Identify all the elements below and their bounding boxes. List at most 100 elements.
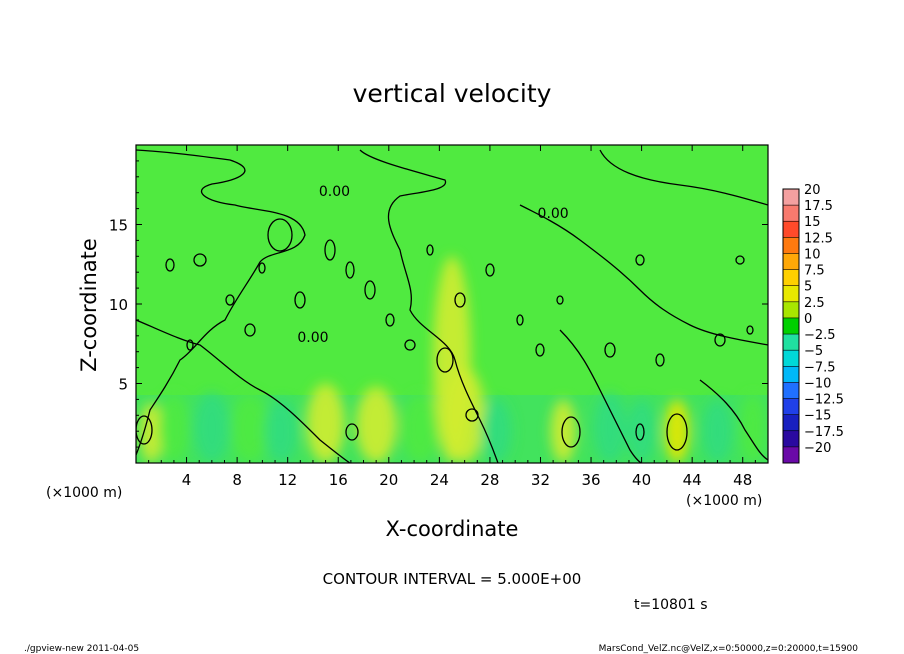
colorbar-label: −17.5 [804, 425, 844, 440]
colorbar-label: −15 [804, 409, 831, 424]
contour-closed [364, 280, 376, 300]
x-axis: 4 8 12 16 20 24 28 32 36 40 44 48 [148, 145, 756, 489]
colorbar-swatch [783, 414, 799, 431]
x-tick-label: 48 [733, 471, 752, 489]
x-axis-title: X-coordinate [386, 517, 519, 541]
contour-closed [345, 423, 359, 441]
colorbar-label: 7.5 [804, 264, 825, 279]
contour-closed [516, 314, 524, 326]
contour-line [699, 379, 768, 461]
contour-closed [225, 294, 235, 306]
velocity-cell [230, 393, 269, 463]
contour-closed [404, 339, 416, 351]
colorbar-label: 0 [804, 312, 812, 327]
colorbar-label: −12.5 [804, 393, 844, 408]
z-tick-label: 5 [118, 376, 128, 394]
x-tick-label: 28 [480, 471, 499, 489]
colorbar-swatch [783, 253, 799, 270]
contour-closed [165, 258, 175, 272]
contour-label: 0.00 [538, 206, 569, 222]
footer-left-text: ./gpview-new 2011-04-05 [24, 644, 139, 654]
contour-closed [426, 244, 434, 256]
colorbar-swatch [783, 366, 799, 383]
plot-area: 0.00 0.00 0.00 [135, 144, 769, 464]
contour-closed [485, 263, 495, 277]
contour-closed [735, 255, 745, 265]
x-tick-label: 20 [379, 471, 398, 489]
contour-label: 0.00 [297, 330, 328, 346]
contour-closed [267, 218, 293, 252]
velocity-cell [139, 402, 163, 463]
contour-closed [244, 323, 256, 337]
contour-closed [324, 239, 336, 261]
contour-closed [385, 313, 395, 327]
contour-closed [193, 253, 207, 267]
contour-closed [635, 254, 645, 266]
colorbar-label: −20 [804, 441, 831, 456]
colorbar-swatch [783, 189, 799, 206]
x-tick-label: 44 [683, 471, 702, 489]
contour-closed [561, 416, 581, 448]
velocity-cell [481, 399, 512, 463]
footer-right-text: MarsCond_VelZ.nc@VelZ,x=0:50000,z=0:2000… [599, 644, 859, 654]
contour-closed [186, 339, 194, 351]
x-tick-label: 36 [581, 471, 600, 489]
contour-closed [136, 415, 153, 445]
z-unit-label-right: (×1000 m) [686, 493, 762, 509]
contour-closed [655, 353, 665, 367]
z-axis: 5 10 15 [109, 160, 768, 448]
colorbar-swatch [783, 205, 799, 222]
colorbar-swatch [783, 269, 799, 286]
chart-title: vertical velocity [353, 79, 552, 108]
time-text: t=10801 s [634, 597, 708, 613]
x-tick-label: 40 [632, 471, 651, 489]
contour-closed [454, 292, 466, 308]
contour-closed [465, 408, 479, 422]
colorbar-label: 5 [804, 280, 812, 295]
velocity-cell [627, 399, 656, 463]
velocity-field [139, 256, 766, 463]
contour-closed [556, 295, 564, 305]
colorbar-swatch [783, 430, 799, 447]
colorbar-label: 10 [804, 247, 821, 262]
velocity-cell [306, 383, 345, 463]
contour-closed [535, 343, 545, 357]
velocity-cell [194, 393, 230, 463]
colorbar-swatch [783, 446, 799, 463]
colorbar-label: 20 [804, 183, 821, 198]
velocity-cell [355, 386, 397, 463]
colorbar-label: −7.5 [804, 360, 836, 375]
contour-line [519, 204, 768, 346]
x-tick-label: 8 [232, 471, 242, 489]
colorbar-label: 2.5 [804, 296, 825, 311]
velocity-cell [401, 393, 440, 463]
contour-line [136, 319, 351, 463]
x-tick-label: 32 [531, 471, 550, 489]
colorbar-swatch [783, 334, 799, 351]
contour-line [559, 329, 643, 463]
velocity-cell [158, 393, 190, 463]
velocity-cell [740, 393, 766, 463]
contour-line [599, 149, 768, 206]
contour-closed [635, 423, 645, 441]
x-unit-label-left: (×1000 m) [46, 485, 122, 501]
x-tick-label: 12 [278, 471, 297, 489]
velocity-cell [433, 256, 471, 463]
contour-closed [258, 262, 266, 274]
x-tick-label: 4 [182, 471, 192, 489]
colorbar-swatch [783, 221, 799, 238]
colorbar-label: −10 [804, 376, 831, 391]
contour-interval-text: CONTOUR INTERVAL = 5.000E+00 [323, 570, 582, 588]
colorbar-label: 12.5 [804, 231, 833, 246]
velocity-cell [664, 399, 690, 463]
colorbar-label: −5 [804, 344, 823, 359]
colorbar-label: 17.5 [804, 199, 833, 214]
contour-line [136, 149, 306, 456]
colorbar-label: 15 [804, 215, 821, 230]
colorbar-swatch [783, 317, 799, 335]
colorbar-swatch [783, 382, 799, 399]
colorbar-swatch [783, 285, 799, 302]
z-axis-title: Z-coordinate [77, 238, 101, 372]
colorbar-swatch [783, 350, 799, 367]
